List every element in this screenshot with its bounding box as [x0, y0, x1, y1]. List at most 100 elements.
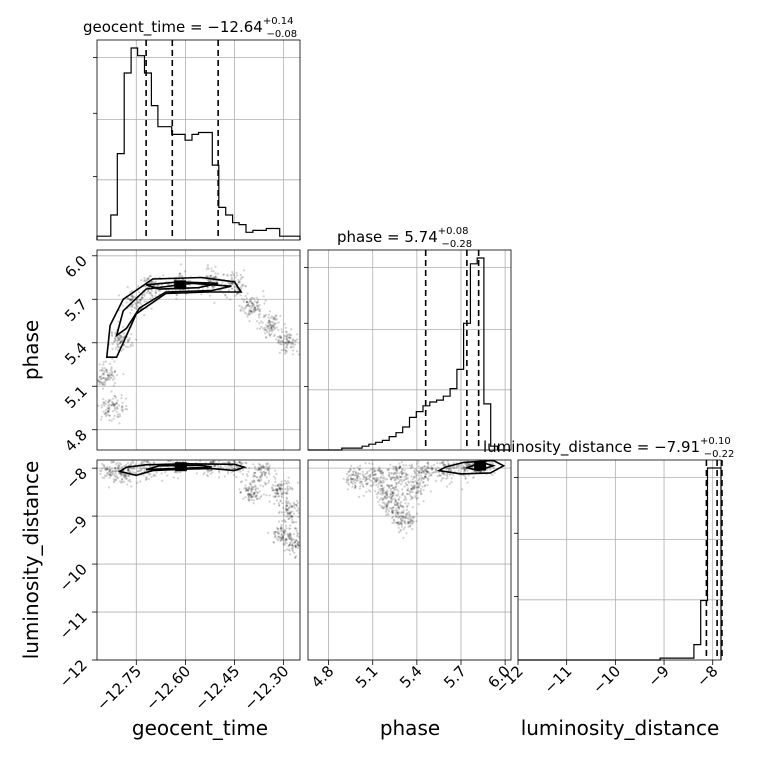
scatter-point	[406, 484, 409, 487]
scatter-point	[270, 325, 273, 329]
scatter-point	[277, 485, 280, 488]
scatter-point	[396, 510, 399, 514]
scatter-point	[288, 481, 291, 484]
scatter-point	[354, 485, 357, 488]
scatter-point	[117, 472, 120, 475]
scatter-point	[400, 521, 403, 524]
scatter-point	[361, 473, 364, 476]
scatter-point	[419, 490, 422, 493]
scatter-point	[375, 480, 378, 483]
title-phase: phase = 5.74+0.08 −0.28	[337, 226, 472, 250]
scatter-point	[377, 478, 380, 481]
scatter-point	[448, 482, 451, 486]
scatter-point	[284, 341, 287, 344]
scatter-point	[237, 279, 240, 282]
scatter-point	[106, 407, 109, 410]
scatter-point	[416, 481, 419, 484]
scatter-point	[440, 479, 443, 482]
scatter-point	[144, 460, 147, 463]
scatter-point	[356, 476, 359, 479]
scatter-point	[97, 380, 100, 383]
y-tick-label: 5.1	[61, 382, 91, 412]
scatter-point	[257, 298, 260, 302]
scatter-point	[149, 465, 152, 468]
scatter-point	[102, 381, 105, 384]
scatter-point	[256, 327, 259, 330]
scatter-point	[426, 470, 430, 474]
scatter-point	[354, 470, 357, 473]
scatter-point	[422, 470, 425, 473]
scatter-point	[370, 479, 373, 483]
scatter-point	[359, 472, 362, 475]
scatter-point	[121, 410, 124, 413]
scatter-point	[226, 274, 229, 277]
scatter-point	[464, 474, 467, 478]
scatter-point	[280, 526, 283, 530]
scatter-point	[246, 487, 249, 490]
scatter-point	[245, 462, 248, 465]
scatter-point	[143, 469, 146, 473]
scatter-point	[358, 468, 361, 472]
scatter-point	[239, 278, 242, 281]
scatter-point	[381, 488, 384, 491]
scatter-point	[390, 477, 393, 480]
scatter-point	[377, 492, 380, 495]
scatter-point	[381, 489, 384, 493]
scatter-point	[409, 515, 412, 518]
scatter-point	[413, 484, 416, 487]
scatter-point	[389, 493, 392, 496]
scatter-point	[381, 488, 384, 491]
scatter-point	[291, 340, 294, 343]
scatter-point	[212, 286, 215, 289]
scatter-point	[143, 313, 146, 317]
scatter-point	[354, 481, 357, 485]
scatter-point	[141, 296, 144, 299]
scatter-point	[362, 494, 365, 497]
scatter-point	[284, 520, 287, 524]
scatter-point	[273, 326, 276, 329]
histogram-geocent-time	[96, 47, 301, 240]
scatter-point	[288, 341, 291, 344]
scatter-point	[244, 479, 247, 482]
scatter-point	[435, 469, 438, 472]
scatter-point	[121, 478, 124, 481]
scatter-point	[213, 301, 216, 304]
scatter-point	[120, 473, 123, 476]
scatter-point	[374, 480, 377, 483]
scatter-point	[291, 353, 294, 356]
scatter-point	[210, 469, 213, 472]
scatter-point	[443, 472, 446, 475]
scatter-point	[286, 534, 289, 537]
scatter-point	[392, 511, 395, 514]
scatter-point	[449, 473, 452, 476]
scatter-point	[242, 309, 245, 312]
scatter-point	[189, 284, 192, 287]
scatter-point	[410, 488, 413, 491]
scatter-point	[407, 502, 410, 505]
scatter-point	[401, 471, 404, 474]
scatter-point	[382, 480, 386, 483]
scatter-point	[252, 493, 255, 496]
scatter-point	[267, 468, 270, 471]
scatter-point	[254, 306, 257, 310]
scatter-point	[128, 298, 131, 301]
scatter-point	[386, 491, 389, 494]
scatter-point	[286, 492, 289, 495]
scatter-point	[275, 488, 278, 492]
scatter-point	[425, 470, 428, 473]
scatter-point	[285, 538, 288, 541]
scatter-point	[250, 306, 253, 309]
scatter-point	[207, 267, 210, 271]
scatter-point	[248, 311, 251, 314]
scatter-point	[284, 326, 287, 329]
scatter-point	[272, 316, 276, 319]
scatter-point	[265, 335, 268, 339]
scatter-point	[241, 462, 244, 465]
scatter-point	[278, 483, 281, 486]
scatter-point	[295, 509, 298, 512]
scatter-point	[297, 541, 300, 544]
scatter-point	[104, 469, 107, 472]
scatter-point	[297, 509, 300, 512]
scatter-point	[423, 475, 427, 478]
scatter-point	[262, 290, 265, 293]
